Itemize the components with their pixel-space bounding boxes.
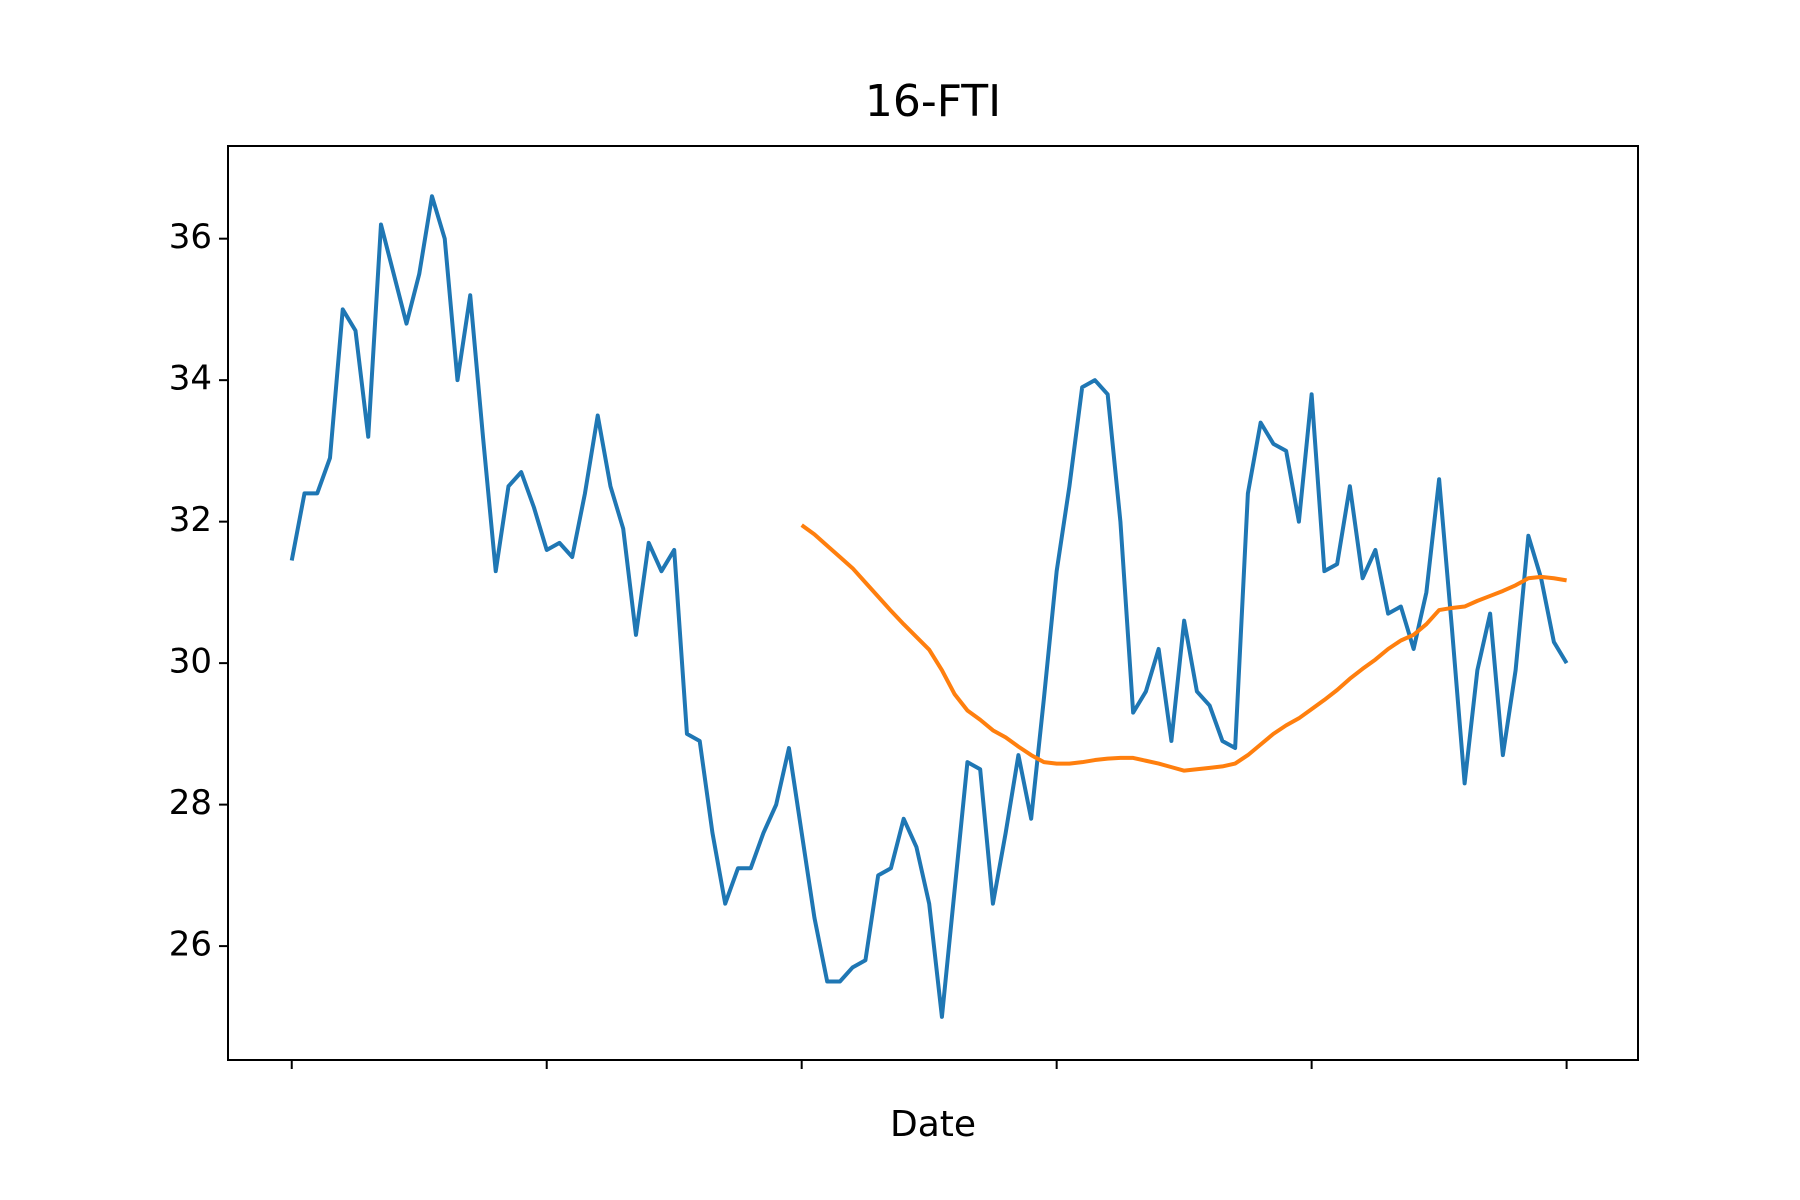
plot-frame <box>227 145 1639 1061</box>
chart-title: 16-FTI <box>865 76 1001 127</box>
x-axis-label: Date <box>890 1104 976 1145</box>
y-tick-label: 32 <box>169 500 212 540</box>
y-tick-label: 30 <box>169 642 212 682</box>
y-tick-label: 36 <box>169 217 212 257</box>
data-line <box>800 523 1567 773</box>
y-tick-label: 26 <box>169 925 212 965</box>
data-line <box>289 194 1569 1019</box>
y-tick-label: 28 <box>169 783 212 823</box>
y-tick-label: 34 <box>169 359 212 399</box>
